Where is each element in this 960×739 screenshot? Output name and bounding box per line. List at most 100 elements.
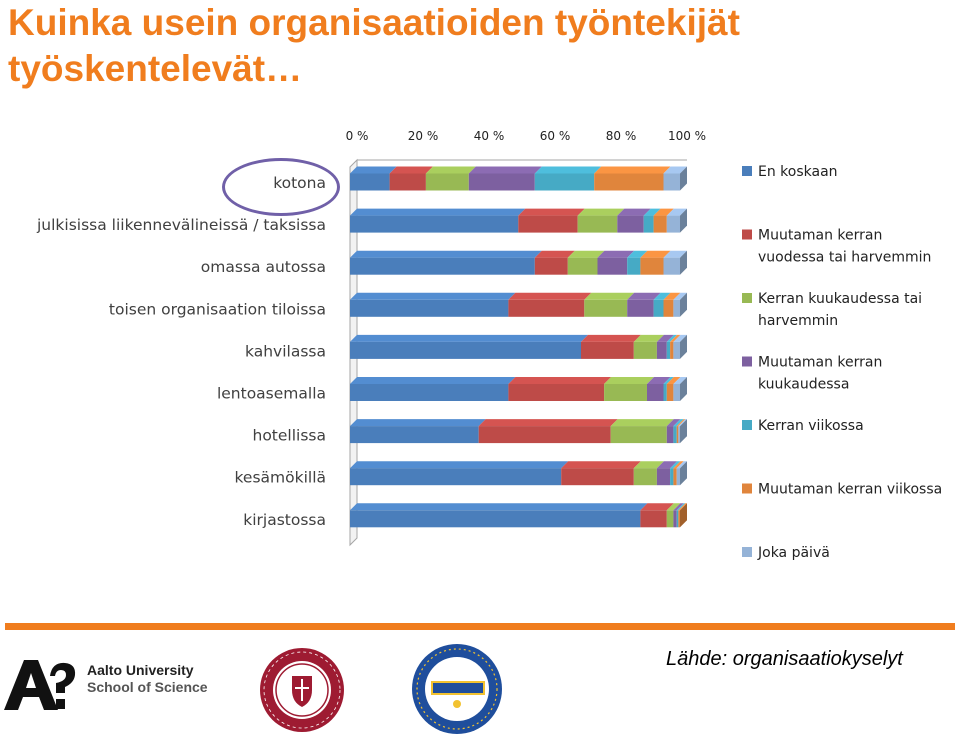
legend-label: Joka päivä — [757, 545, 830, 561]
bar-front-face — [350, 173, 390, 191]
legend-swatch — [742, 420, 752, 430]
bar-top-face — [594, 166, 671, 174]
bar-segment-kotona-muutaman-kerran-vuodessa-tai-harvemmin — [389, 166, 433, 191]
bar-top-face — [534, 166, 602, 174]
bar-front-face — [653, 299, 664, 317]
bar-top-face — [627, 250, 648, 258]
x-tick-label: 0 % — [346, 129, 369, 143]
legend-item-muutaman-kerran-vuodessa-tai-harvemmin: Muutaman kerran vuodessa tai harvemmin — [742, 228, 931, 266]
bar-segment-julkisissa-liikennevalineissa-taksissa-kerran-kuukaudessa-tai-harvemmin — [577, 208, 625, 233]
bar-front-face — [561, 468, 634, 486]
bar-front-face — [350, 215, 519, 233]
page-title: Kuinka usein organisaatioiden työntekijä… — [8, 2, 740, 89]
bar-top-face — [350, 166, 397, 174]
bar-segment-kahvilassa-muutaman-kerran-viikossa — [670, 334, 681, 359]
bar-segment-lentoasemalla-muutaman-kerran-kuukaudessa — [647, 377, 671, 401]
bar-end-face — [680, 334, 687, 359]
bar-front-face — [633, 341, 657, 359]
bar-segment-lentoasemalla-muutaman-kerran-viikossa — [666, 377, 681, 401]
aalto-logo-icon — [4, 660, 76, 710]
bars-layer — [350, 166, 687, 528]
bar-top-face — [350, 419, 486, 427]
bar-top-face — [350, 292, 516, 300]
bar-top-face — [678, 419, 687, 427]
bar-top-face — [640, 503, 674, 511]
bar-top-face — [350, 250, 542, 258]
bar-front-face — [673, 468, 677, 486]
bar-front-face — [350, 426, 479, 444]
legend-label: Kerran kuukaudessa tai harvemmin — [758, 291, 922, 329]
bar-top-face — [678, 503, 687, 511]
bar-top-face — [350, 461, 569, 469]
bar-front-face — [663, 257, 680, 275]
bar-front-face — [656, 468, 671, 486]
bar-segment-kesamokilla-muutaman-kerran-viikossa — [673, 461, 684, 486]
x-tick-label: 100 % — [668, 129, 706, 143]
bar-top-face — [350, 377, 516, 384]
bar-top-face — [627, 292, 661, 300]
bar-top-face — [676, 503, 686, 511]
bar-segment-toisen-organisaation-tiloissa-joka-paiva — [673, 292, 687, 317]
x-tick-label: 40 % — [474, 129, 505, 143]
bar-top-face — [581, 334, 641, 342]
bar-front-face — [534, 173, 595, 191]
bar-segment-toisen-organisaation-tiloissa-kerran-viikossa — [653, 292, 671, 317]
bar-segment-kahvilassa-muutaman-kerran-vuodessa-tai-harvemmin — [581, 334, 641, 359]
bar-end-face — [680, 250, 687, 275]
source-note: Lähde: organisaatiokyselyt — [666, 648, 903, 670]
bar-top-face — [673, 503, 684, 511]
bar-top-face — [577, 208, 625, 216]
bar-front-face — [594, 173, 664, 191]
bar-segment-kotona-muutaman-kerran-viikossa — [594, 166, 671, 191]
bar-segment-julkisissa-liikennevalineissa-taksissa-en-koskaan — [350, 208, 526, 233]
bar-front-face — [627, 257, 641, 275]
bar-top-face — [643, 208, 661, 216]
bar-top-face — [673, 419, 684, 427]
legend: En koskaan Muutaman kerran vuodessa tai ha… — [742, 164, 942, 561]
bar-top-face — [670, 461, 681, 469]
category-label-kesamokilla: kesämökillä — [234, 469, 326, 487]
category-label-kirjastossa: kirjastossa — [243, 511, 326, 529]
bar-front-face — [508, 299, 585, 317]
bar-top-face — [673, 334, 687, 342]
bar-front-face — [673, 510, 677, 528]
bar-segment-kirjastossa-muutaman-kerran-viikossa — [678, 503, 687, 528]
category-label-toisen-organisaation-tiloissa: toisen organisaation tiloissa — [109, 300, 326, 318]
bar-front-face — [534, 257, 568, 275]
legend-swatch — [742, 356, 752, 367]
bar-segment-lentoasemalla-en-koskaan — [350, 377, 516, 401]
bar-segment-omassa-autossa-kerran-viikossa — [627, 250, 648, 275]
bar-front-face — [350, 257, 535, 275]
bar-segment-hotellissa-kerran-kuukaudessa-tai-harvemmin — [610, 419, 674, 444]
bar-top-face — [561, 461, 641, 469]
bar-front-face — [643, 215, 654, 233]
legend-swatch — [742, 166, 752, 176]
bar-front-face — [468, 173, 535, 191]
bar-top-face — [604, 377, 654, 384]
bar-end-face — [680, 419, 687, 444]
bar-segment-kirjastossa-kerran-viikossa — [676, 503, 686, 528]
bar-front-face — [673, 384, 680, 401]
bar-segment-omassa-autossa-muutaman-kerran-vuodessa-tai-harvemmin — [534, 250, 575, 275]
bar-segment-kahvilassa-muutaman-kerran-kuukaudessa — [656, 334, 674, 359]
legend-label: Muutaman kerran viikossa — [758, 482, 942, 498]
aalto-university-wordmark: Aalto University School of Science — [87, 662, 208, 696]
bar-top-face — [534, 250, 575, 258]
bar-front-face — [666, 426, 674, 444]
bar-segment-toisen-organisaation-tiloissa-en-koskaan — [350, 292, 516, 317]
bar-front-face — [584, 299, 628, 317]
bar-segment-hotellissa-muutaman-kerran-vuodessa-tai-harvemmin — [478, 419, 618, 444]
bar-end-face — [680, 377, 687, 401]
bar-top-face — [647, 377, 671, 384]
bar-segment-kesamokilla-en-koskaan — [350, 461, 569, 486]
bar-segment-hotellissa-muutaman-kerran-viikossa — [676, 419, 686, 444]
bar-top-face — [676, 419, 686, 427]
bar-top-face — [663, 166, 687, 174]
x-tick-label: 20 % — [408, 129, 439, 143]
bar-end-face — [680, 461, 687, 486]
x-tick-label: 80 % — [606, 129, 637, 143]
legend-item-muutaman-kerran-kuukaudessa: Muutaman kerran kuukaudessa — [742, 355, 882, 393]
bar-front-face — [350, 510, 641, 528]
bar-top-face — [633, 461, 664, 469]
bar-segment-hotellissa-en-koskaan — [350, 419, 486, 444]
